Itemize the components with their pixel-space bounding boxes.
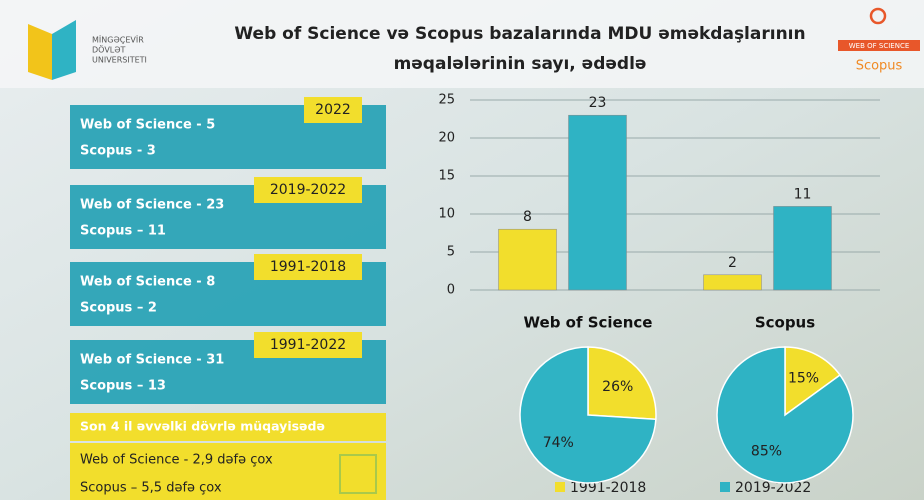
pie-value-label: 85% — [751, 443, 782, 459]
period-label: 1991-2018 — [270, 259, 346, 275]
panel-line: Web of Science - 23 — [80, 198, 224, 213]
category-label: Scopus — [755, 314, 815, 332]
slide-title: məqalələrinin sayı, ədədlə — [394, 54, 647, 74]
y-tick-label: 20 — [438, 131, 455, 146]
bar-value-label: 2 — [728, 255, 737, 271]
y-tick-label: 15 — [438, 169, 455, 184]
logo-text: MİNGƏÇEVİR — [92, 35, 144, 45]
panel-line: Web of Science - 31 — [80, 353, 224, 368]
panel-line: Scopus – 13 — [80, 379, 166, 394]
panel-line: Web of Science - 5 — [80, 118, 215, 133]
period-label: 2022 — [315, 102, 351, 118]
y-tick-label: 10 — [438, 207, 455, 222]
scopus-logo-text: Scopus — [856, 59, 903, 74]
pie-value-label: 15% — [788, 371, 819, 387]
y-tick-label: 5 — [447, 245, 455, 260]
period-label: 2019-2022 — [270, 182, 346, 198]
panel-line: Scopus - 3 — [80, 144, 156, 159]
panel-line: Scopus – 2 — [80, 301, 157, 316]
period-label: 1991-2022 — [270, 337, 346, 353]
pie-value-label: 26% — [602, 379, 633, 395]
legend-swatch — [720, 482, 730, 492]
logo-text: UNIVERSITETI — [92, 56, 147, 65]
y-tick-label: 25 — [438, 93, 455, 108]
summary-title: Son 4 il əvvəlki dövrlə müqayisədə — [80, 419, 325, 434]
summary-line: Scopus – 5,5 dəfə çox — [80, 481, 222, 496]
pie-value-label: 74% — [543, 435, 574, 451]
bar — [569, 115, 627, 290]
bar-value-label: 8 — [523, 209, 532, 225]
summary-line: Web of Science - 2,9 dəfə çox — [80, 453, 273, 468]
panel-line: Web of Science - 8 — [80, 275, 215, 290]
category-label: Web of Science — [524, 314, 653, 332]
slide: MİNGƏÇEVİRDÖVLƏTUNIVERSITETI Web of Scien… — [0, 0, 924, 500]
bar — [774, 206, 832, 290]
legend-swatch — [555, 482, 565, 492]
y-tick-label: 0 — [447, 283, 455, 298]
logo-text: DÖVLƏT — [92, 45, 126, 55]
bar — [704, 275, 762, 290]
slide-title: Web of Science və Scopus bazalarında MDU… — [234, 24, 805, 44]
wos-logo-text: WEB OF SCIENCE — [849, 42, 910, 50]
bar-value-label: 23 — [589, 95, 607, 111]
bar — [499, 229, 557, 290]
bar-value-label: 11 — [794, 186, 812, 202]
panel-line: Scopus – 11 — [80, 224, 166, 239]
